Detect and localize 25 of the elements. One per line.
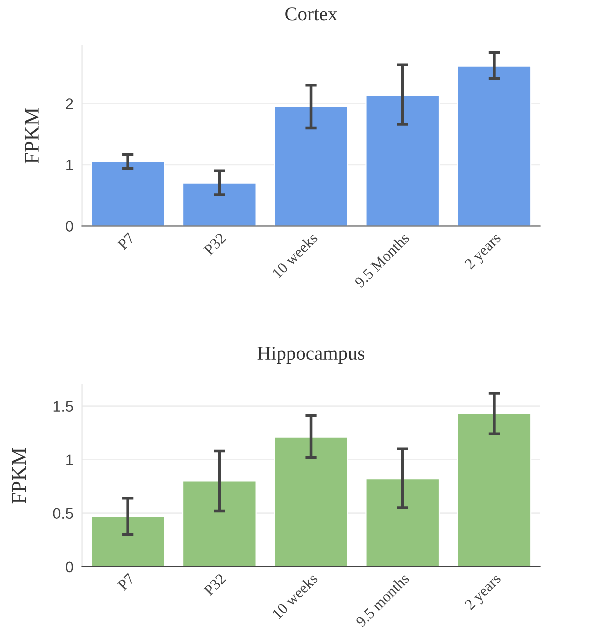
bar	[182, 182, 257, 226]
x-tick-label: P7	[117, 232, 136, 250]
x-tick-label: P32	[204, 573, 227, 597]
chart-title: Cortex	[286, 8, 338, 21]
bar	[366, 478, 440, 567]
bar	[457, 66, 532, 226]
y-tick-label: 0	[66, 562, 74, 573]
bar	[90, 161, 166, 226]
bar	[182, 480, 257, 567]
y-tick-label: 1	[66, 454, 74, 466]
bar	[366, 95, 440, 226]
x-tick-label: P7	[117, 573, 136, 592]
bar	[274, 436, 348, 567]
chart-title: Hippocampus	[258, 347, 365, 364]
y-tick-label: 0.5	[53, 508, 74, 520]
bar	[274, 106, 348, 226]
y-tick-label: 1.5	[54, 401, 74, 412]
bar	[90, 516, 166, 567]
bar	[457, 413, 532, 567]
y-tick-label: 2	[66, 98, 74, 110]
y-axis-title: FPKM	[25, 108, 39, 164]
y-tick-label: 0	[66, 221, 74, 232]
y-tick-label: 1	[66, 160, 74, 171]
y-axis-title: FPKM	[12, 448, 26, 504]
x-tick-label: P32	[204, 232, 227, 256]
